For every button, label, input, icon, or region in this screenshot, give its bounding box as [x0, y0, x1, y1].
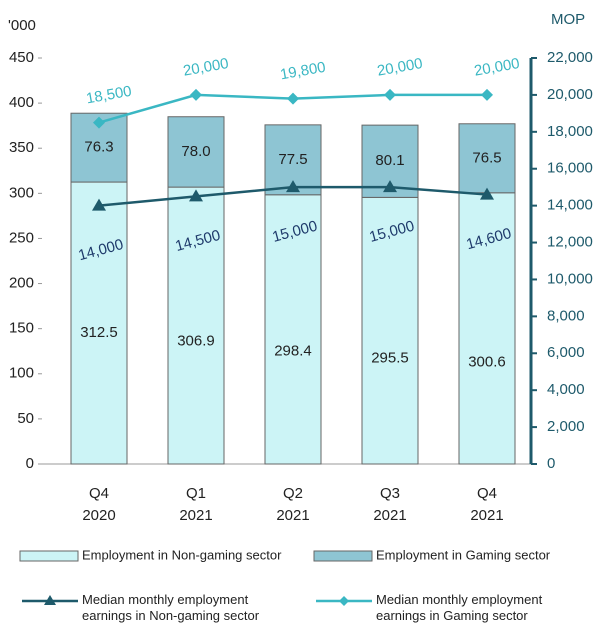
y2-tick-label: 2,000 — [547, 418, 585, 435]
y-tick-label: 50 — [17, 410, 34, 427]
x-tick-label: Q4 2021 — [470, 485, 503, 524]
x-tick-line: 2021 — [373, 507, 406, 524]
bar — [458, 192, 516, 465]
legend-label: Median monthly employment earnings in Non… — [82, 592, 260, 623]
y-tick-label: 200 — [9, 275, 34, 292]
bar-label: 80.1 — [375, 152, 404, 169]
marker — [190, 88, 202, 101]
y2-unit: MOP — [551, 11, 585, 28]
legend-label: Employment in Non-gaming sector — [82, 547, 282, 562]
marker — [287, 92, 299, 105]
y-unit: '000 — [8, 17, 36, 34]
y2-tick-label: 6,000 — [547, 344, 585, 361]
legend-label: Employment in Gaming sector — [376, 547, 551, 562]
bar-label: 312.5 — [80, 324, 118, 341]
bar-label: 76.3 — [84, 139, 113, 156]
bar-label: 300.6 — [468, 353, 506, 370]
legend-swatch — [19, 550, 79, 562]
bar — [167, 116, 225, 188]
y-tick-label: 100 — [9, 365, 34, 382]
y-tick-label: 250 — [9, 229, 34, 246]
legend-line-text: earnings in Non-gaming sector — [82, 608, 260, 623]
x-tick-line: 2021 — [470, 507, 503, 524]
bar — [458, 123, 516, 194]
y2-tick-label: 10,000 — [547, 270, 593, 287]
y2-tick-label: 8,000 — [547, 307, 585, 324]
y-tick-label: 400 — [9, 94, 34, 111]
x-tick-label: Q3 2021 — [373, 485, 406, 524]
x-tick-line: Q2 — [283, 485, 303, 502]
bar-label: 76.5 — [472, 149, 501, 166]
y2-tick-label: 22,000 — [547, 49, 593, 66]
marker — [481, 88, 493, 101]
marker — [480, 187, 494, 200]
legend-marker — [44, 595, 56, 605]
x-tick-label: Q1 2021 — [179, 485, 212, 524]
legend-swatch — [313, 550, 373, 562]
x-tick-line: 2021 — [179, 507, 212, 524]
line-label: 19,800 — [279, 59, 327, 84]
bar-label: 78.0 — [181, 143, 210, 160]
x-tick-line: Q4 — [477, 485, 497, 502]
y-tick-label: 300 — [9, 184, 34, 201]
x-tick-line: Q3 — [380, 485, 400, 502]
y-tick-label: 0 — [26, 455, 34, 472]
legend-line-text: earnings in Gaming sector — [376, 608, 528, 623]
y-tick-label: 350 — [9, 139, 34, 156]
marker — [384, 88, 396, 101]
x-tick-line: 2020 — [82, 507, 115, 524]
marker — [189, 189, 203, 202]
x-tick-label: Q2 2021 — [276, 485, 309, 524]
bar — [70, 181, 128, 465]
x-tick-line: Q1 — [186, 485, 206, 502]
marker — [93, 116, 105, 129]
bar-label: 298.4 — [274, 342, 312, 359]
y2-tick-label: 16,000 — [547, 160, 593, 177]
y-tick-label: 450 — [9, 49, 34, 66]
y2-tick-label: 20,000 — [547, 86, 593, 103]
legend-marker — [339, 596, 349, 606]
marker — [92, 198, 106, 211]
y2-tick-label: 18,000 — [547, 123, 593, 140]
line-label: 20,000 — [473, 55, 521, 80]
y-tick-label: 150 — [9, 320, 34, 337]
y2-tick-label: 12,000 — [547, 234, 593, 251]
y2-tick-label: 4,000 — [547, 381, 585, 398]
legend-label: Median monthly employment earnings in Gam… — [376, 592, 543, 623]
line-label: 20,000 — [376, 55, 424, 80]
y2-tick-label: 14,000 — [547, 197, 593, 214]
bar-label: 306.9 — [177, 333, 215, 350]
bar — [167, 186, 225, 465]
legend-line-text: Median monthly employment — [82, 592, 249, 607]
bar-label: 77.5 — [278, 151, 307, 168]
bar — [361, 196, 419, 465]
x-tick-line: 2021 — [276, 507, 309, 524]
marker — [383, 180, 397, 193]
x-tick-line: Q4 — [89, 485, 109, 502]
bar-label: 295.5 — [371, 350, 409, 367]
y2-tick-label: 0 — [547, 455, 555, 472]
marker — [286, 180, 300, 193]
line-label: 20,000 — [182, 55, 230, 80]
legend-line-text: Median monthly employment — [376, 592, 543, 607]
x-tick-label: Q4 2020 — [82, 485, 115, 524]
line-label: 18,500 — [85, 83, 133, 108]
